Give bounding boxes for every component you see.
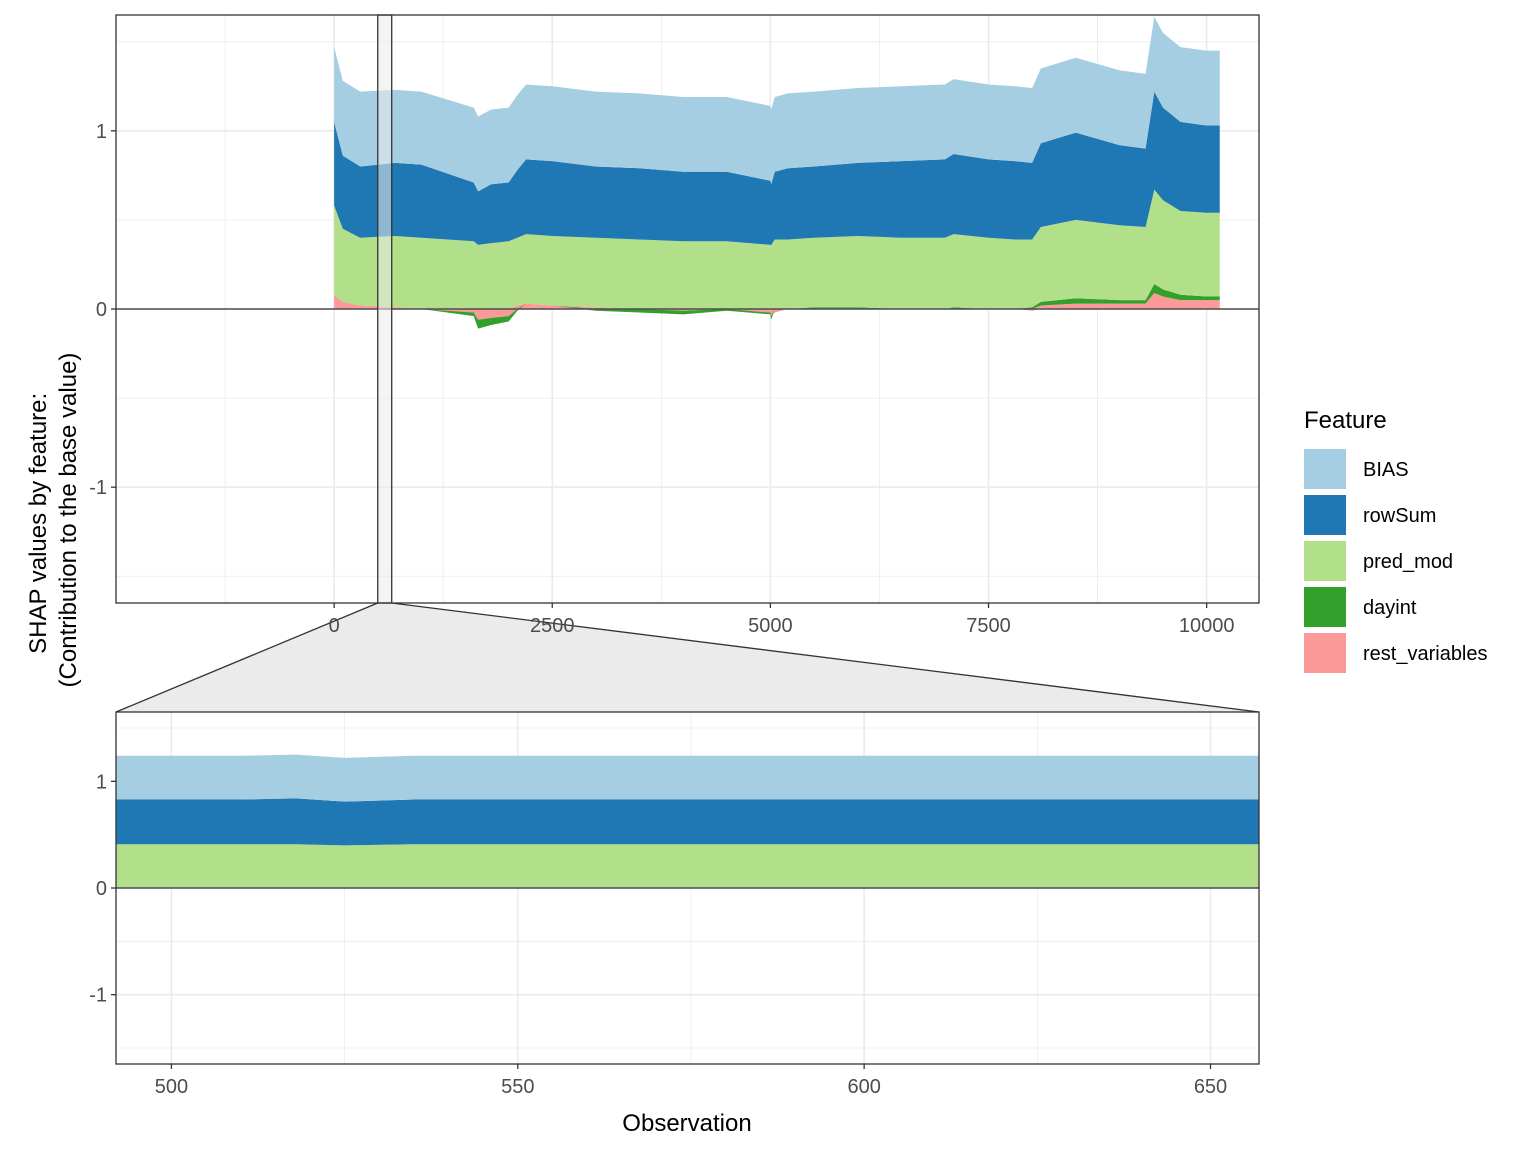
legend-item-bias: BIAS — [1304, 449, 1409, 489]
zoom-areas — [116, 754, 1259, 888]
zoom-y-tick-label: 1 — [96, 771, 107, 793]
legend-item-rest-variables: rest_variables — [1304, 633, 1488, 673]
overview-y-tick-label: -1 — [89, 477, 107, 499]
zoom-y-tick-label: 0 — [96, 878, 107, 900]
overview-x-tick-label: 10000 — [1179, 615, 1235, 637]
overview-x-tick-label: 0 — [329, 615, 340, 637]
zoom-connector-left-edge — [115, 602, 379, 713]
overview-area-bias — [334, 16, 1220, 192]
zoom-area-pred-mod — [116, 844, 1259, 888]
legend-label-rest-variables: rest_variables — [1363, 643, 1488, 665]
overview-area-rowsum — [334, 91, 1220, 245]
zoom-x-tick-label: 500 — [155, 1076, 188, 1098]
legend-label-rowsum: rowSum — [1363, 505, 1436, 527]
zoom-area-rowsum — [116, 798, 1259, 846]
x-axis-title: Observation — [622, 1110, 751, 1137]
legend-title: Feature — [1304, 407, 1387, 434]
overview-x-tick-label: 2500 — [530, 615, 575, 637]
legend-key-bias — [1304, 449, 1346, 489]
zoom-x-ticks: 500 550 600 650 — [155, 1064, 1227, 1098]
legend-key-dayint — [1304, 587, 1346, 627]
zoom-window-rect — [377, 14, 393, 604]
overview-x-ticks: 0 2500 5000 7500 10000 — [329, 603, 1235, 637]
legend-item-pred-mod: pred_mod — [1304, 541, 1453, 581]
y-axis-title: SHAP values by feature: (Contribution to… — [25, 353, 82, 688]
zoom-panel: 500 550 600 650 -1 0 1 — [89, 711, 1260, 1098]
zoom-connector-right-edge — [391, 602, 1260, 713]
legend-key-pred-mod — [1304, 541, 1346, 581]
zoom-area-bias — [116, 754, 1259, 802]
overview-area-pred-mod — [334, 189, 1220, 309]
zoom-y-tick-label: -1 — [89, 985, 107, 1007]
legend-label-dayint: dayint — [1363, 597, 1417, 619]
overview-x-tick-label: 7500 — [966, 615, 1011, 637]
legend-label-pred-mod: pred_mod — [1363, 551, 1453, 573]
overview-y-ticks: -1 0 1 — [89, 121, 116, 499]
zoom-connector-fill — [116, 603, 1259, 712]
overview-areas — [334, 16, 1220, 329]
overview-x-tick-label: 5000 — [748, 615, 793, 637]
legend-item-rowsum: rowSum — [1304, 495, 1436, 535]
zoom-y-ticks: -1 0 1 — [89, 771, 116, 1007]
legend-item-dayint: dayint — [1304, 587, 1417, 627]
y-axis-title-line2: (Contribution to the base value) — [55, 353, 82, 688]
overview-y-tick-label: 0 — [96, 299, 107, 321]
overview-zoom-window — [377, 14, 393, 604]
zoom-connector — [115, 602, 1260, 713]
y-axis-title-line1: SHAP values by feature: — [25, 393, 52, 654]
zoom-x-tick-label: 650 — [1194, 1076, 1227, 1098]
overview-panel: 0 2500 5000 7500 10000 -1 0 1 — [89, 14, 1260, 637]
overview-area-rest-variables — [334, 292, 1220, 320]
legend-key-rowsum — [1304, 495, 1346, 535]
zoom-x-tick-label: 550 — [501, 1076, 534, 1098]
zoom-x-tick-label: 600 — [847, 1076, 880, 1098]
overview-y-tick-label: 1 — [96, 121, 107, 143]
legend-label-bias: BIAS — [1363, 459, 1409, 481]
legend-key-rest-variables — [1304, 633, 1346, 673]
